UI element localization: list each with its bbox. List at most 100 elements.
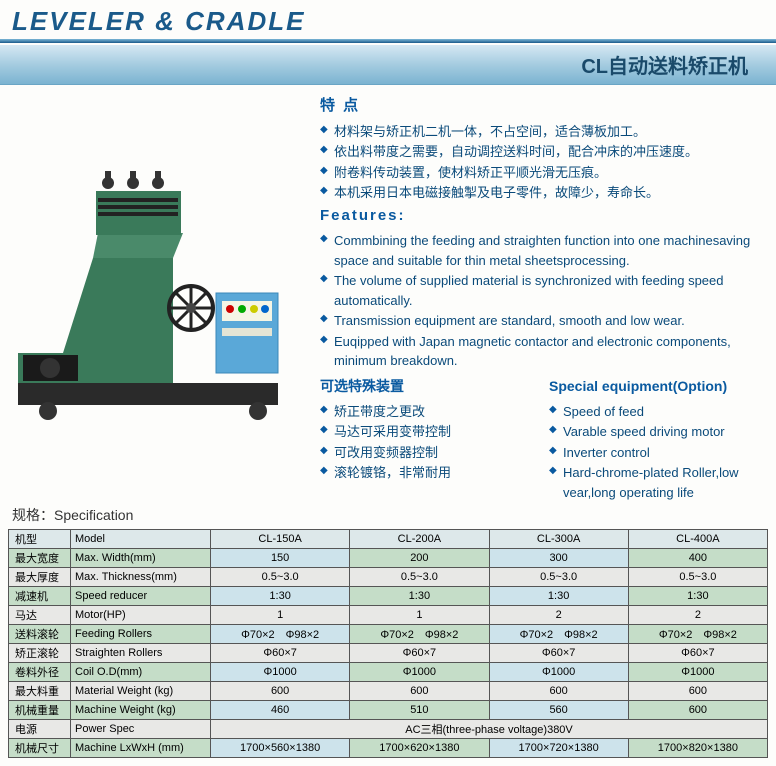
- product-image: [8, 93, 308, 423]
- cell: Φ1000: [211, 663, 350, 682]
- table-row: 减速机Speed reducer1:301:301:301:30: [9, 587, 768, 606]
- cell: Material Weight (kg): [71, 682, 211, 701]
- cell: Straighten Rollers: [71, 644, 211, 663]
- cell: 460: [211, 701, 350, 720]
- cell: Φ1000: [489, 663, 628, 682]
- list-item: 矫正带度之更改: [320, 402, 531, 422]
- cell: Coil O.D(mm): [71, 663, 211, 682]
- cell: 600: [628, 701, 767, 720]
- options-cn-list: 矫正带度之更改马达可采用变带控制可改用变频器控制滚轮镀铬，非常耐用: [320, 402, 531, 483]
- cell: 1700×820×1380: [628, 739, 767, 758]
- cell: Φ60×7: [489, 644, 628, 663]
- cell: 送料滚轮: [9, 625, 71, 644]
- list-item: 附卷料传动装置，使材料矫正平顺光滑无压痕。: [320, 163, 760, 183]
- cell: AC三相(three-phase voltage)380V: [211, 720, 768, 739]
- table-row: 矫正滚轮Straighten RollersΦ60×7Φ60×7Φ60×7Φ60…: [9, 644, 768, 663]
- cell: Machine Weight (kg): [71, 701, 211, 720]
- cell: Max. Width(mm): [71, 549, 211, 568]
- divider: [0, 39, 776, 43]
- cell: 0.5~3.0: [350, 568, 489, 587]
- cell: Φ60×7: [628, 644, 767, 663]
- options-cn-heading: 可选特殊装置: [320, 376, 404, 397]
- cell: 560: [489, 701, 628, 720]
- cell: Feeding Rollers: [71, 625, 211, 644]
- page-title: LEVELER & CRADLE: [0, 0, 776, 39]
- list-item: Hard-chrome-plated Roller,low vear,long …: [549, 463, 760, 502]
- cell: 机械重量: [9, 701, 71, 720]
- cell: 减速机: [9, 587, 71, 606]
- text-content: 特 点 材料架与矫正机二机一体，不占空间，适合薄板加工。依出料带度之需要，自动调…: [308, 93, 776, 503]
- cell: Model: [71, 530, 211, 549]
- table-row: 卷料外径Coil O.D(mm)Φ1000Φ1000Φ1000Φ1000: [9, 663, 768, 682]
- cell: Φ1000: [628, 663, 767, 682]
- cell: 0.5~3.0: [211, 568, 350, 587]
- list-item: Transmission equipment are standard, smo…: [320, 311, 760, 331]
- cell: 600: [211, 682, 350, 701]
- cell: 1700×560×1380: [211, 739, 350, 758]
- content-area: 特 点 材料架与矫正机二机一体，不占空间，适合薄板加工。依出料带度之需要，自动调…: [0, 85, 776, 503]
- cell: 1:30: [489, 587, 628, 606]
- cell: 最大厚度: [9, 568, 71, 587]
- cell: Power Spec: [71, 720, 211, 739]
- cell: Machine LxWxH (mm): [71, 739, 211, 758]
- cell: 电源: [9, 720, 71, 739]
- cell: 卷料外径: [9, 663, 71, 682]
- cell: 300: [489, 549, 628, 568]
- cell: Φ60×7: [211, 644, 350, 663]
- cell: Φ60×7: [350, 644, 489, 663]
- list-item: 马达可采用变带控制: [320, 422, 531, 442]
- list-item: 依出料带度之需要，自动调控送料时间，配合冲床的冲压速度。: [320, 142, 760, 162]
- cell: 600: [628, 682, 767, 701]
- cell: 机型: [9, 530, 71, 549]
- table-row: 机械尺寸Machine LxWxH (mm)1700×560×13801700×…: [9, 739, 768, 758]
- spec-label: 规格：Specification: [0, 503, 776, 529]
- table-row: 最大宽度Max. Width(mm)150200300400: [9, 549, 768, 568]
- cell: 0.5~3.0: [628, 568, 767, 587]
- subtitle: CL自动送料矫正机: [0, 45, 776, 85]
- options-en-list: Speed of feedVarable speed driving motor…: [549, 402, 760, 503]
- cell: 机械尺寸: [9, 739, 71, 758]
- table-row: 最大料重Material Weight (kg)600600600600: [9, 682, 768, 701]
- features-en-heading: Features:: [320, 205, 760, 228]
- cell: 600: [489, 682, 628, 701]
- cell: 1:30: [350, 587, 489, 606]
- cell: Φ70×2 Φ98×2: [350, 625, 489, 644]
- cell: Φ70×2 Φ98×2: [489, 625, 628, 644]
- features-cn-list: 材料架与矫正机二机一体，不占空间，适合薄板加工。依出料带度之需要，自动调控送料时…: [320, 122, 760, 203]
- cell: 1700×620×1380: [350, 739, 489, 758]
- cell: 600: [350, 682, 489, 701]
- features-en-list: Commbining the feeding and straighten fu…: [320, 231, 760, 371]
- cell: 1:30: [211, 587, 350, 606]
- list-item: The volume of supplied material is synch…: [320, 271, 760, 310]
- list-item: Inverter control: [549, 443, 760, 463]
- spec-table: 机型ModelCL-150ACL-200ACL-300ACL-400A最大宽度M…: [8, 529, 768, 758]
- list-item: 本机采用日本电磁接触掣及电子零件，故障少，寿命长。: [320, 183, 760, 203]
- cell: 1:30: [628, 587, 767, 606]
- cell: 400: [628, 549, 767, 568]
- list-item: 滚轮镀铬，非常耐用: [320, 463, 531, 483]
- cell: 200: [350, 549, 489, 568]
- list-item: 材料架与矫正机二机一体，不占空间，适合薄板加工。: [320, 122, 760, 142]
- cell: 150: [211, 549, 350, 568]
- cell: 最大宽度: [9, 549, 71, 568]
- cell: Max. Thickness(mm): [71, 568, 211, 587]
- cell: 0.5~3.0: [489, 568, 628, 587]
- cell: Φ70×2 Φ98×2: [211, 625, 350, 644]
- cell: 1700×720×1380: [489, 739, 628, 758]
- features-cn-heading: 特 点: [320, 95, 760, 118]
- cell: 矫正滚轮: [9, 644, 71, 663]
- cell: CL-200A: [350, 530, 489, 549]
- table-row: 机械重量Machine Weight (kg)460510560600: [9, 701, 768, 720]
- cell: 510: [350, 701, 489, 720]
- table-row: 送料滚轮Feeding RollersΦ70×2 Φ98×2Φ70×2 Φ98×…: [9, 625, 768, 644]
- list-item: Commbining the feeding and straighten fu…: [320, 231, 760, 270]
- list-item: 可改用变频器控制: [320, 443, 531, 463]
- cell: 最大料重: [9, 682, 71, 701]
- cell: CL-150A: [211, 530, 350, 549]
- cell: CL-400A: [628, 530, 767, 549]
- options-en-heading: Special equipment(Option): [549, 376, 727, 397]
- cell: Φ70×2 Φ98×2: [628, 625, 767, 644]
- table-row: 电源Power SpecAC三相(three-phase voltage)380…: [9, 720, 768, 739]
- table-row: 最大厚度Max. Thickness(mm)0.5~3.00.5~3.00.5~…: [9, 568, 768, 587]
- cell: Φ1000: [350, 663, 489, 682]
